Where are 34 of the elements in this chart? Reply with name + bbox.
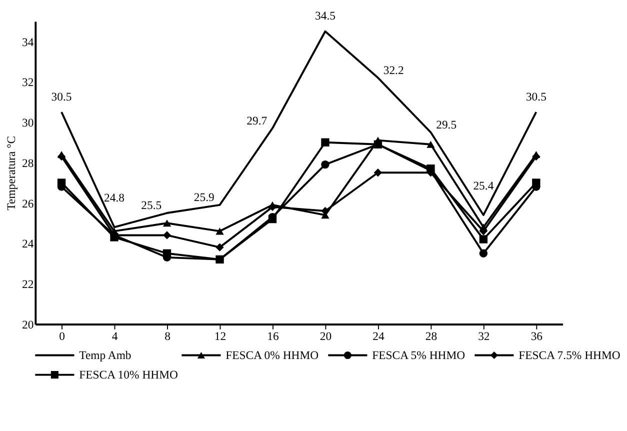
x-tick-label: 20 <box>320 330 332 344</box>
data-label: 25.9 <box>194 191 215 204</box>
y-tick-label: 20 <box>22 318 34 332</box>
x-tick-label: 32 <box>478 330 490 344</box>
data-label: 29.5 <box>436 118 457 132</box>
y-tick-label: 24 <box>22 238 34 251</box>
x-tick-label: 4 <box>112 330 118 344</box>
y-tick-label: 30 <box>22 116 34 130</box>
x-tick-label: 12 <box>214 330 226 344</box>
x-tick-label: 36 <box>530 330 543 344</box>
y-tick-label: 26 <box>22 197 34 210</box>
legend-label: FESCA 7.5% HHMO <box>518 349 620 362</box>
y-tick-label: 34 <box>22 36 34 49</box>
data-label: 29.7 <box>246 114 268 128</box>
data-label: 25.5 <box>141 199 162 212</box>
y-tick-label: 32 <box>22 76 34 90</box>
data-label: 24.8 <box>104 192 125 205</box>
data-label: 32.2 <box>383 64 404 77</box>
legend-label: Temp Amb <box>79 349 132 362</box>
x-tick-label: 0 <box>59 330 66 344</box>
data-label: 34.5 <box>314 10 336 23</box>
legend-label: FESCA 10% HHMO <box>79 368 178 382</box>
x-tick-label: 16 <box>267 330 279 344</box>
y-tick-label: 22 <box>22 278 34 292</box>
x-tick-label: 8 <box>164 330 171 344</box>
data-label: 30.5 <box>526 90 547 104</box>
data-label: 30.5 <box>51 90 72 104</box>
legend-label: FESCA 5% HHMO <box>372 349 466 362</box>
data-label: 25.4 <box>473 180 494 193</box>
y-tick-label: 28 <box>22 156 34 170</box>
x-tick-label: 28 <box>425 330 438 344</box>
legend-label: FESCA 0% HHMO <box>226 349 319 362</box>
x-tick-label: 24 <box>372 330 384 344</box>
y-axis-title: Temperatura °C <box>5 136 18 210</box>
